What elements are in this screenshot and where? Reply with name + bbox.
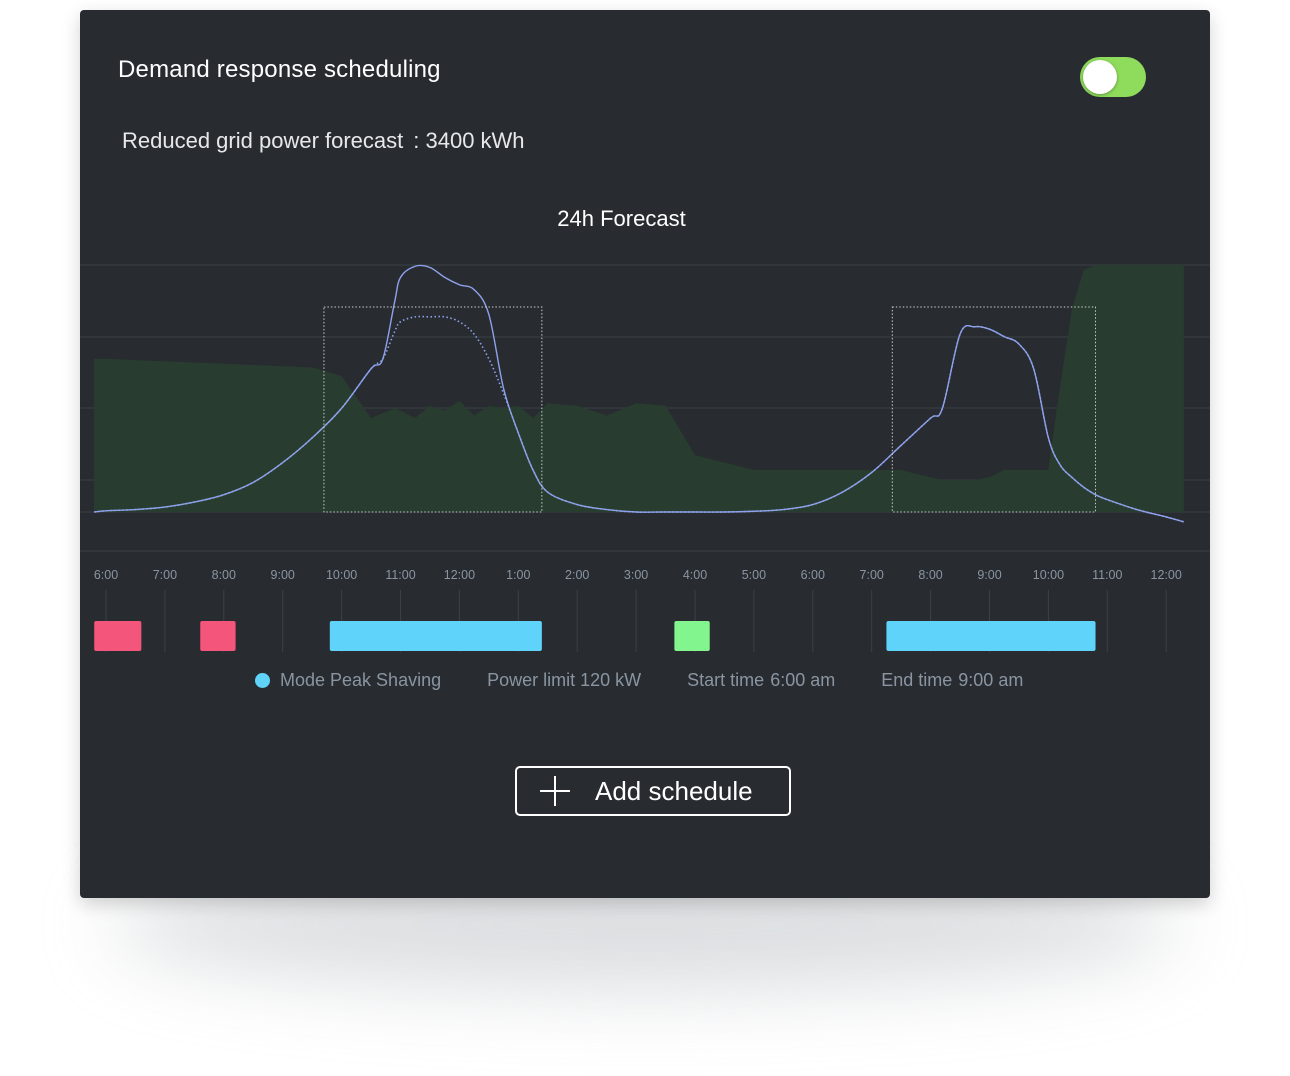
x-tick-label: 5:00 — [742, 568, 766, 582]
grid-power-area — [94, 265, 1184, 512]
legend-end: End time 9:00 am — [881, 670, 1023, 691]
x-tick-label: 6:00 — [94, 568, 118, 582]
legend-start-value: 6:00 am — [770, 670, 836, 690]
legend-end-value: 9:00 am — [958, 670, 1024, 690]
legend-mode: Mode Peak Shaving — [280, 670, 442, 690]
add-schedule-button[interactable]: Add schedule — [515, 766, 791, 816]
x-tick-label: 7:00 — [153, 568, 177, 582]
x-tick-label: 7:00 — [860, 568, 884, 582]
x-tick-label: 10:00 — [1033, 568, 1064, 582]
toggle-knob — [1083, 60, 1117, 94]
x-tick-label: 6:00 — [801, 568, 825, 582]
legend-start-label: Start time — [687, 670, 765, 690]
forecast-chart: 6:00 7:00 8:00 9:00 10:00 11:00 12:00 1:00 2:00 3… — [80, 264, 1210, 652]
x-tick-label: 3:00 — [624, 568, 648, 582]
x-tick-label: 9:00 — [977, 568, 1001, 582]
x-tick-label: 9:00 — [271, 568, 295, 582]
legend-end-label: End time — [881, 670, 953, 690]
schedule-block[interactable] — [200, 621, 236, 651]
x-tick-label: 11:00 — [1092, 568, 1122, 582]
highlight-window — [323, 306, 543, 513]
reduced-load-line — [94, 315, 1185, 523]
x-tick-label: 12:00 — [444, 568, 475, 582]
x-tick-label: 10:00 — [326, 568, 357, 582]
schedule-block[interactable] — [329, 621, 542, 651]
x-tick-label: 2:00 — [565, 568, 589, 582]
schedule-block[interactable] — [886, 621, 1096, 651]
plus-icon — [539, 775, 571, 807]
forecast-value: : 3400 kWh — [413, 128, 525, 153]
scheduling-toggle[interactable] — [1080, 57, 1146, 97]
x-tick-label: 1:00 — [506, 568, 530, 582]
legend-power-limit: Power limit 120 kW — [487, 670, 642, 690]
x-tick-label: 8:00 — [918, 568, 942, 582]
x-tick-label: 12:00 — [1151, 568, 1182, 582]
panel-title: Demand response scheduling — [118, 56, 441, 83]
schedule-block[interactable] — [94, 621, 142, 651]
highlight-window — [891, 306, 1097, 513]
forecast-label: Reduced grid power forecast — [122, 128, 404, 153]
chart-title: 24h Forecast — [557, 206, 686, 231]
schedule-block[interactable] — [674, 621, 710, 651]
x-tick-label: 4:00 — [683, 568, 707, 582]
add-schedule-label: Add schedule — [595, 775, 753, 806]
legend-dot — [255, 673, 270, 688]
demand-response-panel: Demand response scheduling Reduced grid … — [80, 10, 1210, 898]
forecast-summary: Reduced grid power forecast : 3400 kWh — [122, 128, 525, 154]
legend-start: Start time 6:00 am — [687, 670, 835, 691]
schedule-legend: Mode Peak Shaving Power limit 120 kW Sta… — [255, 670, 1069, 691]
x-tick-label: 11:00 — [385, 568, 415, 582]
x-tick-label: 8:00 — [212, 568, 236, 582]
